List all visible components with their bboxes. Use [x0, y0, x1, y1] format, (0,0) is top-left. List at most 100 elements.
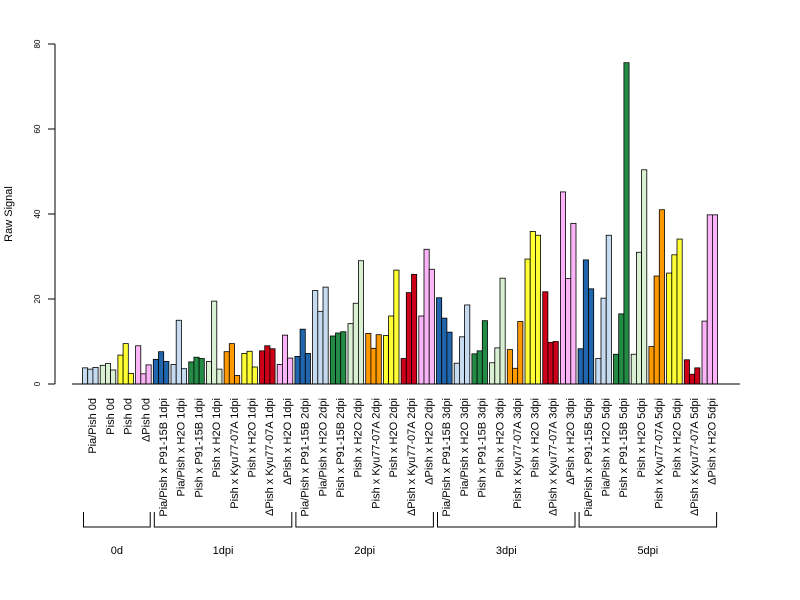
y-tick-label: 20	[33, 294, 42, 303]
bar	[458, 336, 465, 385]
bar	[135, 345, 142, 385]
bar	[340, 331, 347, 385]
category-label: Pia/Pish x P91-15B 3dpi	[441, 398, 453, 517]
category-label: ΔPish x Kyu77-07A 3dpi	[547, 398, 559, 516]
bar	[370, 347, 377, 385]
bar	[110, 369, 117, 385]
bar	[436, 297, 443, 385]
category-label: Pia/Pish 0d	[87, 398, 99, 454]
bar	[317, 310, 324, 385]
group-bracket	[83, 512, 151, 528]
bar	[560, 191, 567, 385]
bar	[388, 315, 395, 385]
group-label: 2dpi	[354, 545, 375, 557]
category-label: Pia/Pish x P91-15B 5dpi	[583, 398, 595, 517]
bar	[464, 304, 471, 385]
bar	[269, 348, 276, 385]
bar	[428, 268, 435, 385]
category-label: Pia/Pish x H2O 5dpi	[601, 398, 613, 496]
category-label: Pish x H2O 1dpi	[247, 398, 259, 477]
group-bracket	[295, 512, 434, 528]
bar	[641, 169, 648, 385]
category-label: Pia/Pish x P91-15B 1dpi	[158, 398, 170, 517]
group-bracket	[153, 512, 293, 528]
bar	[193, 356, 200, 385]
bar	[105, 363, 112, 385]
y-tick-label: 0	[33, 381, 42, 386]
bar	[547, 341, 554, 385]
bar	[588, 288, 595, 385]
category-label: Pish 0d	[123, 398, 135, 435]
bar	[613, 353, 620, 385]
bar	[489, 362, 496, 385]
group-brackets: 0d 1dpi 2dpi 3dpi 5dpi	[83, 512, 718, 557]
bar	[152, 358, 159, 385]
category-label: Pish x Kyu77-07A 1dpi	[229, 398, 241, 509]
bar	[352, 302, 359, 385]
bar	[264, 345, 271, 385]
bar	[630, 353, 637, 385]
bar	[251, 366, 258, 385]
bar	[411, 273, 418, 385]
category-label: Pish x P91-15B 3dpi	[477, 398, 489, 498]
bar	[689, 373, 696, 385]
bar	[335, 332, 342, 385]
bar	[329, 335, 336, 385]
bar	[99, 364, 106, 385]
bar	[405, 292, 412, 385]
group-label: 5dpi	[637, 545, 658, 557]
bar	[357, 260, 364, 385]
y-ticks: 0 20 40 60 80	[33, 39, 55, 386]
category-labels: Pia/Pish 0d Pish 0d Pish 0d ΔPish 0d Pia/Pis…	[87, 398, 718, 517]
category-label: ΔPish x H2O 1dpi	[282, 398, 294, 485]
category-label: Pish x H2O 3dpi	[494, 398, 506, 477]
bar	[623, 62, 630, 385]
bar	[82, 367, 89, 385]
bar	[228, 343, 235, 385]
bar	[506, 349, 513, 385]
group-bracket	[437, 512, 576, 528]
bar	[92, 367, 99, 385]
bar	[205, 361, 212, 385]
category-label: Pia/Pish x H2O 1dpi	[176, 398, 188, 496]
bar	[676, 238, 683, 385]
category-label: ΔPish x Kyu77-07A 5dpi	[689, 398, 701, 516]
bar	[618, 313, 625, 385]
bar	[287, 357, 294, 385]
category-label: Pish x Kyu77-07A 5dpi	[654, 398, 666, 509]
bar	[117, 354, 124, 385]
category-label: Pia/Pish x H2O 2dpi	[317, 398, 329, 496]
y-tick-label: 60	[33, 124, 42, 133]
bar	[529, 231, 536, 385]
group-label: 3dpi	[496, 545, 517, 557]
bar	[304, 352, 311, 385]
bar	[322, 286, 329, 385]
bar	[582, 259, 589, 385]
bar	[393, 269, 400, 385]
bar	[216, 368, 223, 385]
bar	[658, 209, 665, 385]
bar	[453, 362, 460, 385]
category-label: Pish x H2O 5dpi	[671, 398, 683, 477]
bar	[577, 348, 584, 385]
category-label: ΔPish x H2O 3dpi	[565, 398, 577, 485]
bar	[400, 358, 407, 385]
bar	[299, 328, 306, 385]
bar	[653, 275, 660, 385]
y-tick-label: 80	[33, 39, 42, 48]
bar	[494, 347, 501, 385]
category-label: Pish 0d	[105, 398, 117, 435]
category-label: Pish x P91-15B 1dpi	[193, 398, 205, 498]
y-axis-title: Raw Signal	[3, 186, 15, 242]
bar	[542, 291, 549, 385]
category-label: ΔPish x Kyu77-07A 2dpi	[406, 398, 418, 516]
category-label: Pish x Kyu77-07A 2dpi	[370, 398, 382, 509]
category-label: Pish x H2O 2dpi	[388, 398, 400, 477]
bar	[234, 375, 241, 385]
bar	[605, 234, 612, 385]
bar	[276, 364, 283, 385]
bar	[648, 346, 655, 385]
bar	[145, 364, 152, 385]
bar	[636, 251, 643, 385]
